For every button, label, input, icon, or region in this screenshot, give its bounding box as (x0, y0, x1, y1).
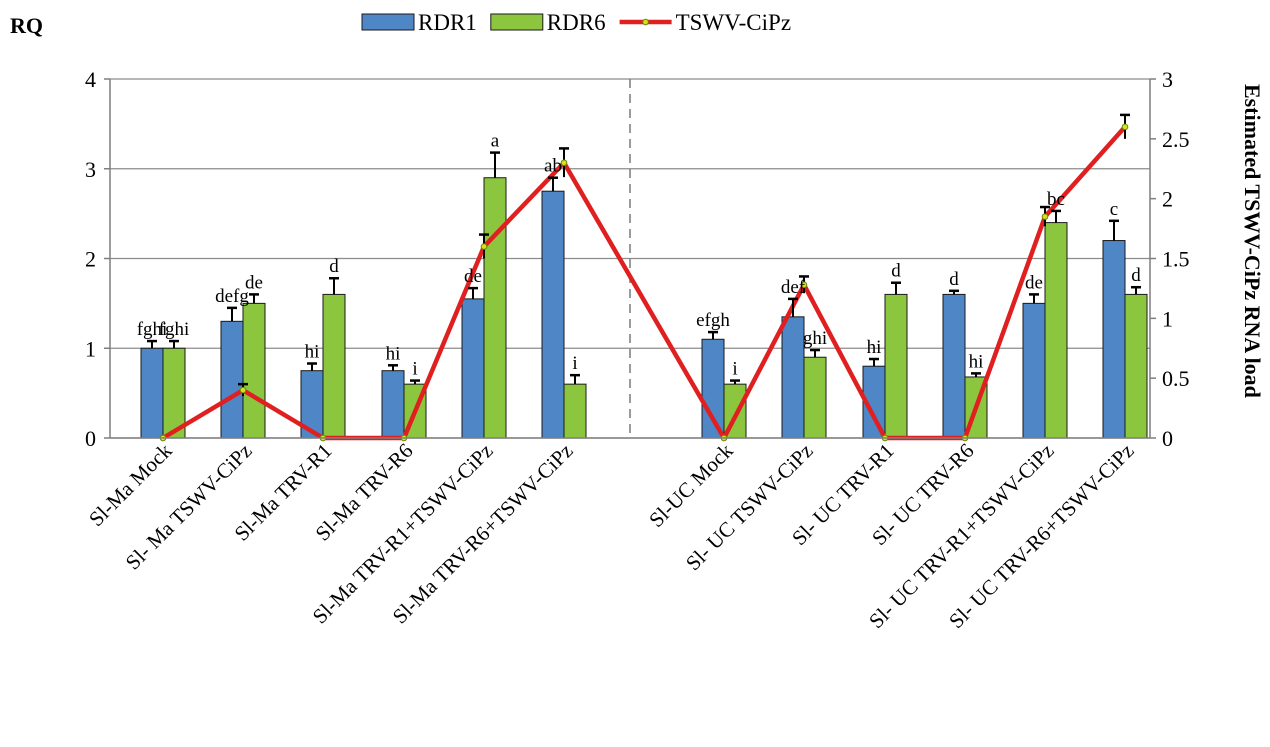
legend-swatch-rdr1 (361, 13, 415, 31)
legend-label-rdr6: RDR6 (547, 10, 606, 35)
left-tick-label: 0 (85, 426, 96, 451)
right-tick-label: 1.5 (1162, 247, 1190, 272)
y-axis-label: RQ (10, 13, 43, 38)
bar-rdr1-10 (1022, 302, 1046, 439)
bar-rdr1-7 (781, 316, 805, 439)
bar-rdr1-11 (1102, 240, 1126, 439)
legend-label-rdr1: RDR1 (418, 10, 477, 35)
line-point (800, 281, 808, 289)
line-point (560, 159, 568, 167)
line-series-marks (159, 113, 1130, 442)
line-point (239, 386, 247, 394)
significance-label: fghi (159, 319, 190, 340)
significance-label: hi (305, 342, 320, 363)
right-tick-label: 2.5 (1162, 127, 1190, 152)
significance-label: i (412, 359, 417, 380)
left-tick-label: 3 (85, 157, 96, 182)
right-tick-label: 1 (1162, 306, 1173, 331)
significance-label: c (1110, 199, 1118, 220)
left-tick-label: 1 (85, 336, 96, 361)
legend-marker (642, 18, 649, 26)
significance-label: d (891, 261, 901, 282)
significance-label: efgh (696, 310, 730, 331)
bar-rdr1-1 (220, 320, 244, 439)
bar-rdr1-0 (140, 347, 164, 439)
significance-label: hi (867, 337, 882, 358)
legend-label-tswv-cipz: TSWV-CiPz (676, 10, 791, 35)
significance-label: d (329, 256, 339, 277)
left-tick-label: 4 (85, 67, 96, 92)
line-point (480, 243, 488, 250)
significance-label: i (572, 353, 577, 374)
significance-label: a (491, 131, 500, 152)
line-tswv-cipz (161, 125, 1127, 441)
significance-labels: fghi defg hi hi de ab efgh def hi d de c fghi de d i a i i… (137, 131, 1142, 380)
right-tick-label: 0 (1162, 426, 1173, 451)
significance-label: d (1131, 265, 1141, 286)
bar-marks (140, 177, 1148, 439)
bar-rdr6-1 (242, 302, 266, 439)
right-tick-label: 2 (1162, 187, 1173, 212)
bar-rdr6-4 (483, 177, 507, 439)
line-point (1041, 213, 1049, 220)
significance-label: i (732, 359, 737, 380)
significance-label: de (245, 272, 263, 293)
significance-label: def (781, 277, 806, 298)
significance-label: de (1025, 272, 1043, 293)
bar-rdr6-8 (884, 293, 908, 439)
bar-rdr6-10 (1044, 222, 1068, 439)
significance-label: hi (386, 343, 401, 364)
legend: RDR1 RDR6 TSWV-CiPz (361, 10, 791, 35)
significance-label: defg (215, 286, 249, 307)
significance-label: fghi (137, 319, 168, 340)
y2-axis-label: Estimated TSWV-CiPz RNA load (1240, 84, 1265, 398)
significance-label: hi (969, 351, 984, 372)
significance-label: bc (1047, 189, 1065, 210)
significance-label: ab (544, 156, 562, 177)
right-tick-label: 0.5 (1162, 366, 1190, 391)
significance-label: ghi (803, 328, 827, 349)
left-axis-ticks: 0 1 2 3 4 (85, 67, 110, 451)
bar-rdr1-5 (541, 190, 565, 439)
bar-rdr1-9 (942, 293, 966, 439)
bar-rdr6-5 (563, 383, 587, 439)
line-point (1121, 123, 1129, 131)
bar-rdr6-2 (322, 293, 346, 439)
error-bars (147, 151, 1141, 385)
bar-rdr6-7 (803, 356, 827, 439)
significance-label: d (949, 269, 959, 290)
bar-rdr1-4 (461, 298, 485, 439)
significance-label: de (464, 266, 482, 287)
legend-swatch-rdr6 (490, 13, 544, 31)
bar-rdr6-11 (1124, 293, 1148, 439)
right-axis-ticks: 0 0.5 1 1.5 2 2.5 3 (1150, 67, 1190, 451)
right-tick-label: 3 (1162, 67, 1173, 92)
bar-rdr1-3 (381, 370, 405, 439)
left-tick-label: 2 (85, 247, 96, 272)
